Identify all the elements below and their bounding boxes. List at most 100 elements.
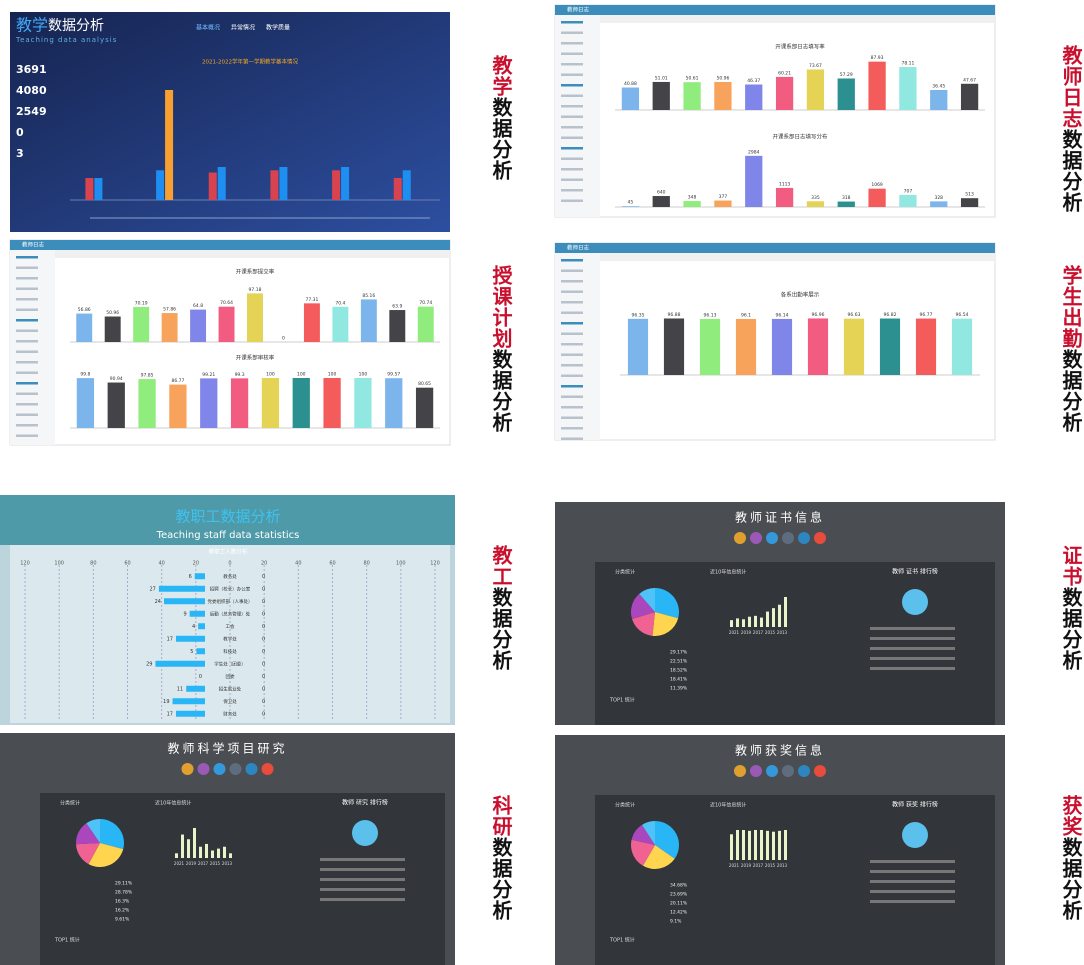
bar <box>745 155 763 207</box>
value-label: 36.45 <box>932 83 945 89</box>
menu-item <box>561 406 583 409</box>
value-label: 100 <box>328 372 337 378</box>
menu-item <box>561 290 583 293</box>
bar <box>161 313 178 342</box>
value-label: 96.54 <box>956 312 969 318</box>
bar <box>951 318 973 375</box>
value-label: 348 <box>688 195 697 201</box>
bar <box>714 81 732 110</box>
trophy <box>352 820 378 846</box>
filter-button[interactable] <box>814 765 826 777</box>
title: Teaching staff data statistics <box>156 530 300 541</box>
menu-item <box>561 269 583 272</box>
title: 分类统计 <box>615 569 635 576</box>
bar <box>279 167 288 200</box>
rank-row <box>870 627 955 630</box>
pie-label: 29.17% <box>670 650 688 656</box>
filter-button[interactable] <box>229 763 242 775</box>
header-bar <box>10 240 450 250</box>
value-label: 335 <box>811 195 820 201</box>
title: 3 <box>16 147 24 160</box>
filter-button[interactable] <box>750 532 762 544</box>
bar <box>107 382 125 428</box>
rank-row <box>870 667 955 670</box>
value-label: 70.74 <box>419 300 432 306</box>
bar <box>164 598 205 605</box>
x-tick-label: 0 <box>228 561 231 567</box>
value-label: 17 <box>167 711 173 717</box>
value-label: 0 <box>262 586 265 592</box>
filter-button[interactable] <box>734 532 746 544</box>
rank-row <box>870 890 955 893</box>
filter-button[interactable] <box>734 765 746 777</box>
bar <box>960 198 979 207</box>
bar <box>205 843 208 858</box>
bar <box>332 170 341 200</box>
filter-button[interactable] <box>766 532 778 544</box>
filter-button[interactable] <box>181 763 194 775</box>
title: 开课系部审核率 <box>236 354 275 362</box>
bar <box>772 608 775 627</box>
value-label: 97.85 <box>141 373 154 379</box>
pie-slice <box>642 845 675 869</box>
value-label: 56.86 <box>78 307 91 313</box>
menu-item <box>561 42 583 45</box>
menu-item <box>561 147 583 150</box>
pie-label: 23.69% <box>670 892 688 898</box>
banner <box>0 495 455 545</box>
filter-button[interactable] <box>814 532 826 544</box>
value-label: 0 <box>262 599 265 605</box>
filter-button[interactable] <box>798 765 810 777</box>
filter-button[interactable] <box>213 763 226 775</box>
bar <box>775 187 794 207</box>
bar <box>158 585 205 592</box>
bar <box>200 378 218 428</box>
value-label: 0 <box>262 699 265 705</box>
label-part: 数据分析 <box>489 837 513 921</box>
pie-slice <box>631 593 655 620</box>
menu-item <box>561 280 583 283</box>
value-label: 64.8 <box>193 303 203 309</box>
value-label: 99.8 <box>80 372 90 378</box>
title: 学生处（团委） <box>214 660 246 667</box>
value-label: 0 <box>262 636 265 642</box>
value-label: 78.11 <box>901 61 914 67</box>
value-label: 51.01 <box>655 75 668 81</box>
title: 数据分析 <box>48 18 104 34</box>
filter-button[interactable] <box>766 765 778 777</box>
x-tick-label: 40 <box>295 561 301 567</box>
title: 保卫处 <box>223 698 237 705</box>
filter-button[interactable] <box>261 763 274 775</box>
bar <box>198 623 205 630</box>
pie-slice <box>632 612 655 636</box>
filter-button[interactable] <box>782 532 794 544</box>
value-label: 17 <box>167 636 173 642</box>
filter-button[interactable] <box>798 532 810 544</box>
sidebar <box>555 253 600 440</box>
pie-slice <box>86 819 100 843</box>
value-label: 100 <box>359 372 368 378</box>
pie-label: 12.42% <box>670 910 688 916</box>
bar <box>181 834 184 858</box>
filter-button[interactable] <box>750 765 762 777</box>
value-label: 11 <box>177 686 183 692</box>
pie-label: 9.61% <box>115 917 130 923</box>
bar <box>868 61 886 110</box>
title: TOP1 统计 <box>609 697 635 704</box>
filter-button[interactable] <box>197 763 210 775</box>
title: 后勤（总务管理）处 <box>210 610 251 617</box>
bar <box>899 67 917 110</box>
filter-button[interactable] <box>245 763 258 775</box>
x-tick-label: 20 <box>261 561 267 567</box>
menu-item <box>16 434 38 437</box>
bar <box>714 200 732 207</box>
x-tick-label: 20 <box>193 561 199 567</box>
label-part: 获奖 <box>1059 795 1083 837</box>
title: 分类统计 <box>615 802 635 809</box>
filter-button[interactable] <box>782 765 794 777</box>
title: 2013 <box>777 863 788 868</box>
bar <box>621 87 640 110</box>
title: 招生就业处 <box>219 685 242 692</box>
